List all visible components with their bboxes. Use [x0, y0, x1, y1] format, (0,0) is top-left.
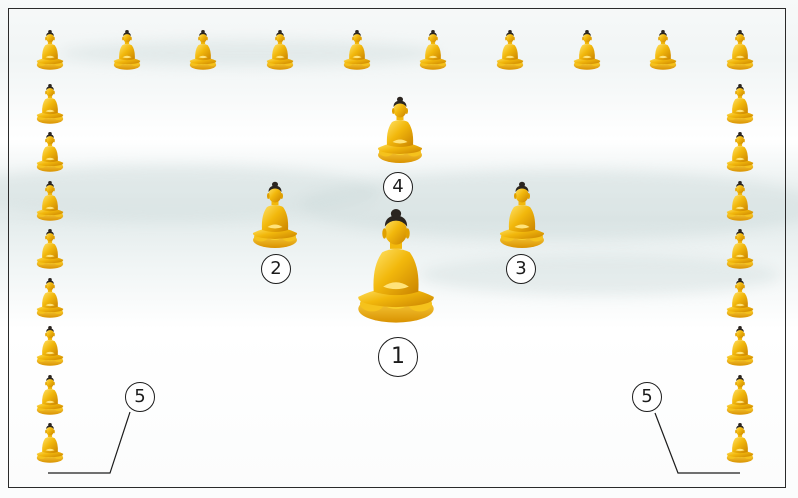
label-right-attendant: 3 [506, 254, 536, 284]
right-border-statue [726, 374, 754, 415]
left-border-statue [36, 132, 64, 173]
rear-buddha-statue [377, 96, 423, 163]
left-border-statue [36, 84, 64, 124]
right-attendant-statue [499, 181, 545, 248]
top-border-statue [36, 30, 64, 70]
top-border-statue [726, 30, 754, 70]
right-border-statue [726, 277, 754, 318]
right-border-statue [726, 84, 754, 124]
top-border-statue [343, 30, 370, 70]
top-border-statue [573, 30, 600, 70]
top-border-statue [650, 30, 677, 70]
right-border-statue [726, 132, 754, 173]
top-border-statue [266, 30, 294, 70]
left-attendant-statue [252, 181, 298, 248]
label-main: 1 [378, 337, 418, 377]
top-border-statue [420, 30, 447, 70]
right-border-statue [726, 423, 754, 463]
left-border-statue [36, 423, 64, 463]
mist-band [0, 165, 380, 220]
left-border-statue [36, 374, 64, 415]
top-border-statue [496, 30, 524, 70]
left-border-statue [36, 180, 64, 221]
label-rear: 4 [383, 172, 413, 202]
hall-outline [8, 8, 786, 488]
label-left-attendant: 2 [261, 254, 291, 284]
label-enclosure-right: 5 [632, 382, 662, 412]
right-border-statue [726, 229, 754, 270]
left-border-statue [36, 229, 64, 270]
right-border-statue [726, 326, 754, 366]
top-border-statue [113, 30, 140, 70]
mist-band [420, 255, 780, 295]
right-border-statue [726, 180, 754, 221]
main-buddha-statue [358, 209, 434, 323]
label-enclosure-left: 5 [125, 382, 155, 412]
left-border-statue [36, 326, 64, 366]
top-border-statue [190, 30, 217, 70]
left-border-statue [36, 277, 64, 318]
